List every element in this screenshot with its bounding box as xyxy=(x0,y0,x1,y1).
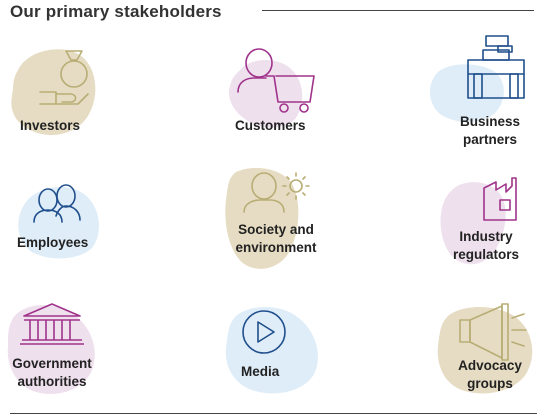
label-line: regulators xyxy=(452,247,520,262)
title-divider xyxy=(262,10,534,11)
stakeholder-business-partners: Business partners xyxy=(400,30,545,155)
page-title: Our primary stakeholders xyxy=(10,2,222,21)
stakeholder-investors: Investors xyxy=(0,30,150,150)
label-line: Society and xyxy=(238,222,314,237)
label-line: Business xyxy=(459,114,521,129)
bottom-divider xyxy=(10,413,537,414)
society-blob xyxy=(225,168,299,269)
stakeholder-industry-regulators: Industry regulators xyxy=(400,160,545,280)
factory-icon xyxy=(483,177,517,221)
stakeholder-label: Society and environment xyxy=(216,221,336,257)
label-line: environment xyxy=(235,240,317,255)
label-line: authorities xyxy=(17,374,87,389)
label-line: Industry xyxy=(459,229,513,244)
megaphone-icon xyxy=(459,303,527,361)
stakeholder-employees: Employees xyxy=(0,160,150,280)
industry-blob xyxy=(440,182,506,265)
business-blob xyxy=(429,64,504,122)
employees-icon xyxy=(33,184,81,223)
stakeholder-government: Government authorities xyxy=(0,290,150,410)
play-icon xyxy=(242,310,286,354)
government-building-icon xyxy=(20,303,84,345)
stakeholder-label: Advocacy groups xyxy=(440,357,540,393)
customer-blob xyxy=(228,59,303,128)
briefcases-icon xyxy=(467,35,525,99)
investor-icon xyxy=(39,50,89,105)
stakeholder-label: Employees xyxy=(17,235,89,250)
media-blob xyxy=(225,307,318,394)
stakeholder-media: Media xyxy=(196,290,346,410)
label-line: groups xyxy=(467,376,513,391)
label-line: Advocacy xyxy=(458,358,522,373)
customer-cart-icon xyxy=(237,48,315,113)
society-sun-icon xyxy=(243,172,310,213)
stakeholder-label: Business partners xyxy=(440,113,540,149)
stakeholder-label: Media xyxy=(241,364,280,379)
stakeholder-label: Government authorities xyxy=(2,355,102,391)
label-line: Government xyxy=(12,356,92,371)
stakeholder-label: Customers xyxy=(235,118,306,133)
employees-blob xyxy=(18,187,99,259)
stakeholder-society: Society and environment xyxy=(196,160,346,280)
stakeholder-label: Industry regulators xyxy=(436,228,536,264)
label-line: partners xyxy=(462,132,518,147)
stakeholder-advocacy: Advocacy groups xyxy=(400,290,545,410)
stakeholder-label: Investors xyxy=(20,118,81,133)
stakeholder-customers: Customers xyxy=(196,30,346,150)
